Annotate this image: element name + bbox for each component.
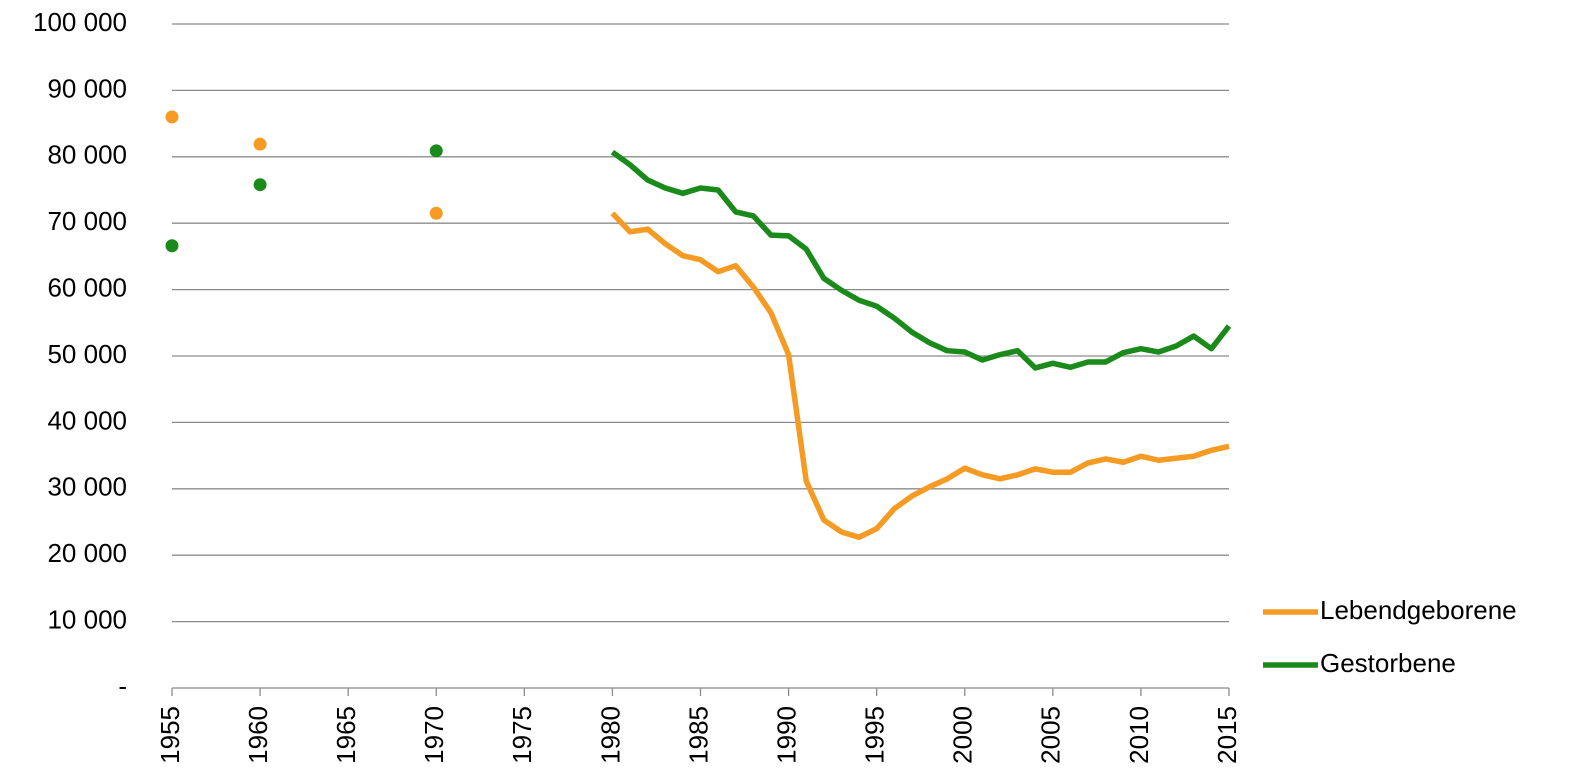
x-tick-label: 1995 [860, 706, 890, 764]
data-line [610, 149, 1232, 371]
data-point [429, 144, 443, 158]
data-line [610, 211, 1230, 541]
data-point [253, 137, 267, 151]
y-tick-label: 40 000 [47, 405, 127, 435]
x-tick-label: 1970 [419, 706, 449, 764]
y-tick-label: - [118, 671, 127, 701]
y-tick-label: 70 000 [47, 206, 127, 236]
legend-label: Gestorbene [1320, 648, 1456, 678]
x-tick-label: 2010 [1124, 706, 1154, 764]
x-tick-label: 1980 [595, 706, 625, 764]
x-tick-label: 1990 [771, 706, 801, 764]
x-tick-label: 1975 [507, 706, 537, 764]
data-point [165, 239, 179, 253]
x-tick-label: 2005 [1036, 706, 1066, 764]
y-tick-label: 80 000 [47, 140, 127, 170]
x-tick-label: 1955 [155, 706, 185, 764]
data-point [165, 110, 179, 124]
x-tick-label: 2000 [948, 706, 978, 764]
legend-label: Lebendgeborene [1320, 595, 1517, 625]
y-tick-label: 30 000 [47, 472, 127, 502]
y-tick-label: 100 000 [33, 7, 127, 37]
x-tick-label: 1985 [683, 706, 713, 764]
y-tick-label: 90 000 [47, 73, 127, 103]
data-point [429, 206, 443, 220]
y-tick-label: 10 000 [47, 604, 127, 634]
y-tick-label: 60 000 [47, 272, 127, 302]
x-tick-label: 2015 [1212, 706, 1242, 764]
y-tick-label: 20 000 [47, 538, 127, 568]
x-tick-label: 1960 [243, 706, 273, 764]
data-point [253, 178, 267, 192]
y-tick-label: 50 000 [47, 339, 127, 369]
x-tick-label: 1965 [331, 706, 361, 764]
